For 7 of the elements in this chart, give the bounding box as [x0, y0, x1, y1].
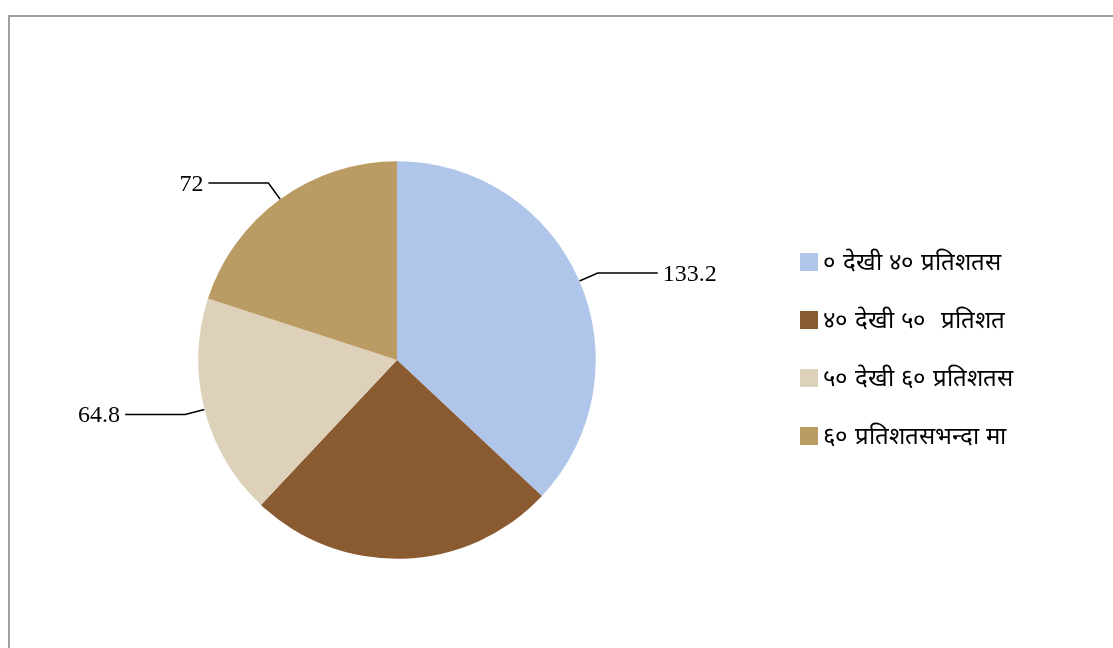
- legend-label: ० देखी ४० प्रतिशतस: [823, 248, 1002, 276]
- data-label: 72: [179, 170, 204, 197]
- legend-label: ४० देखी ५० प्रतिशत: [823, 306, 1006, 334]
- legend-label: ६० प्रतिशतसभन्दा मा: [823, 422, 1008, 450]
- data-label: 64.8: [78, 401, 121, 428]
- data-label: 133.2: [662, 260, 717, 287]
- legend-label: ५० देखी ६० प्रतिशतस: [823, 364, 1014, 392]
